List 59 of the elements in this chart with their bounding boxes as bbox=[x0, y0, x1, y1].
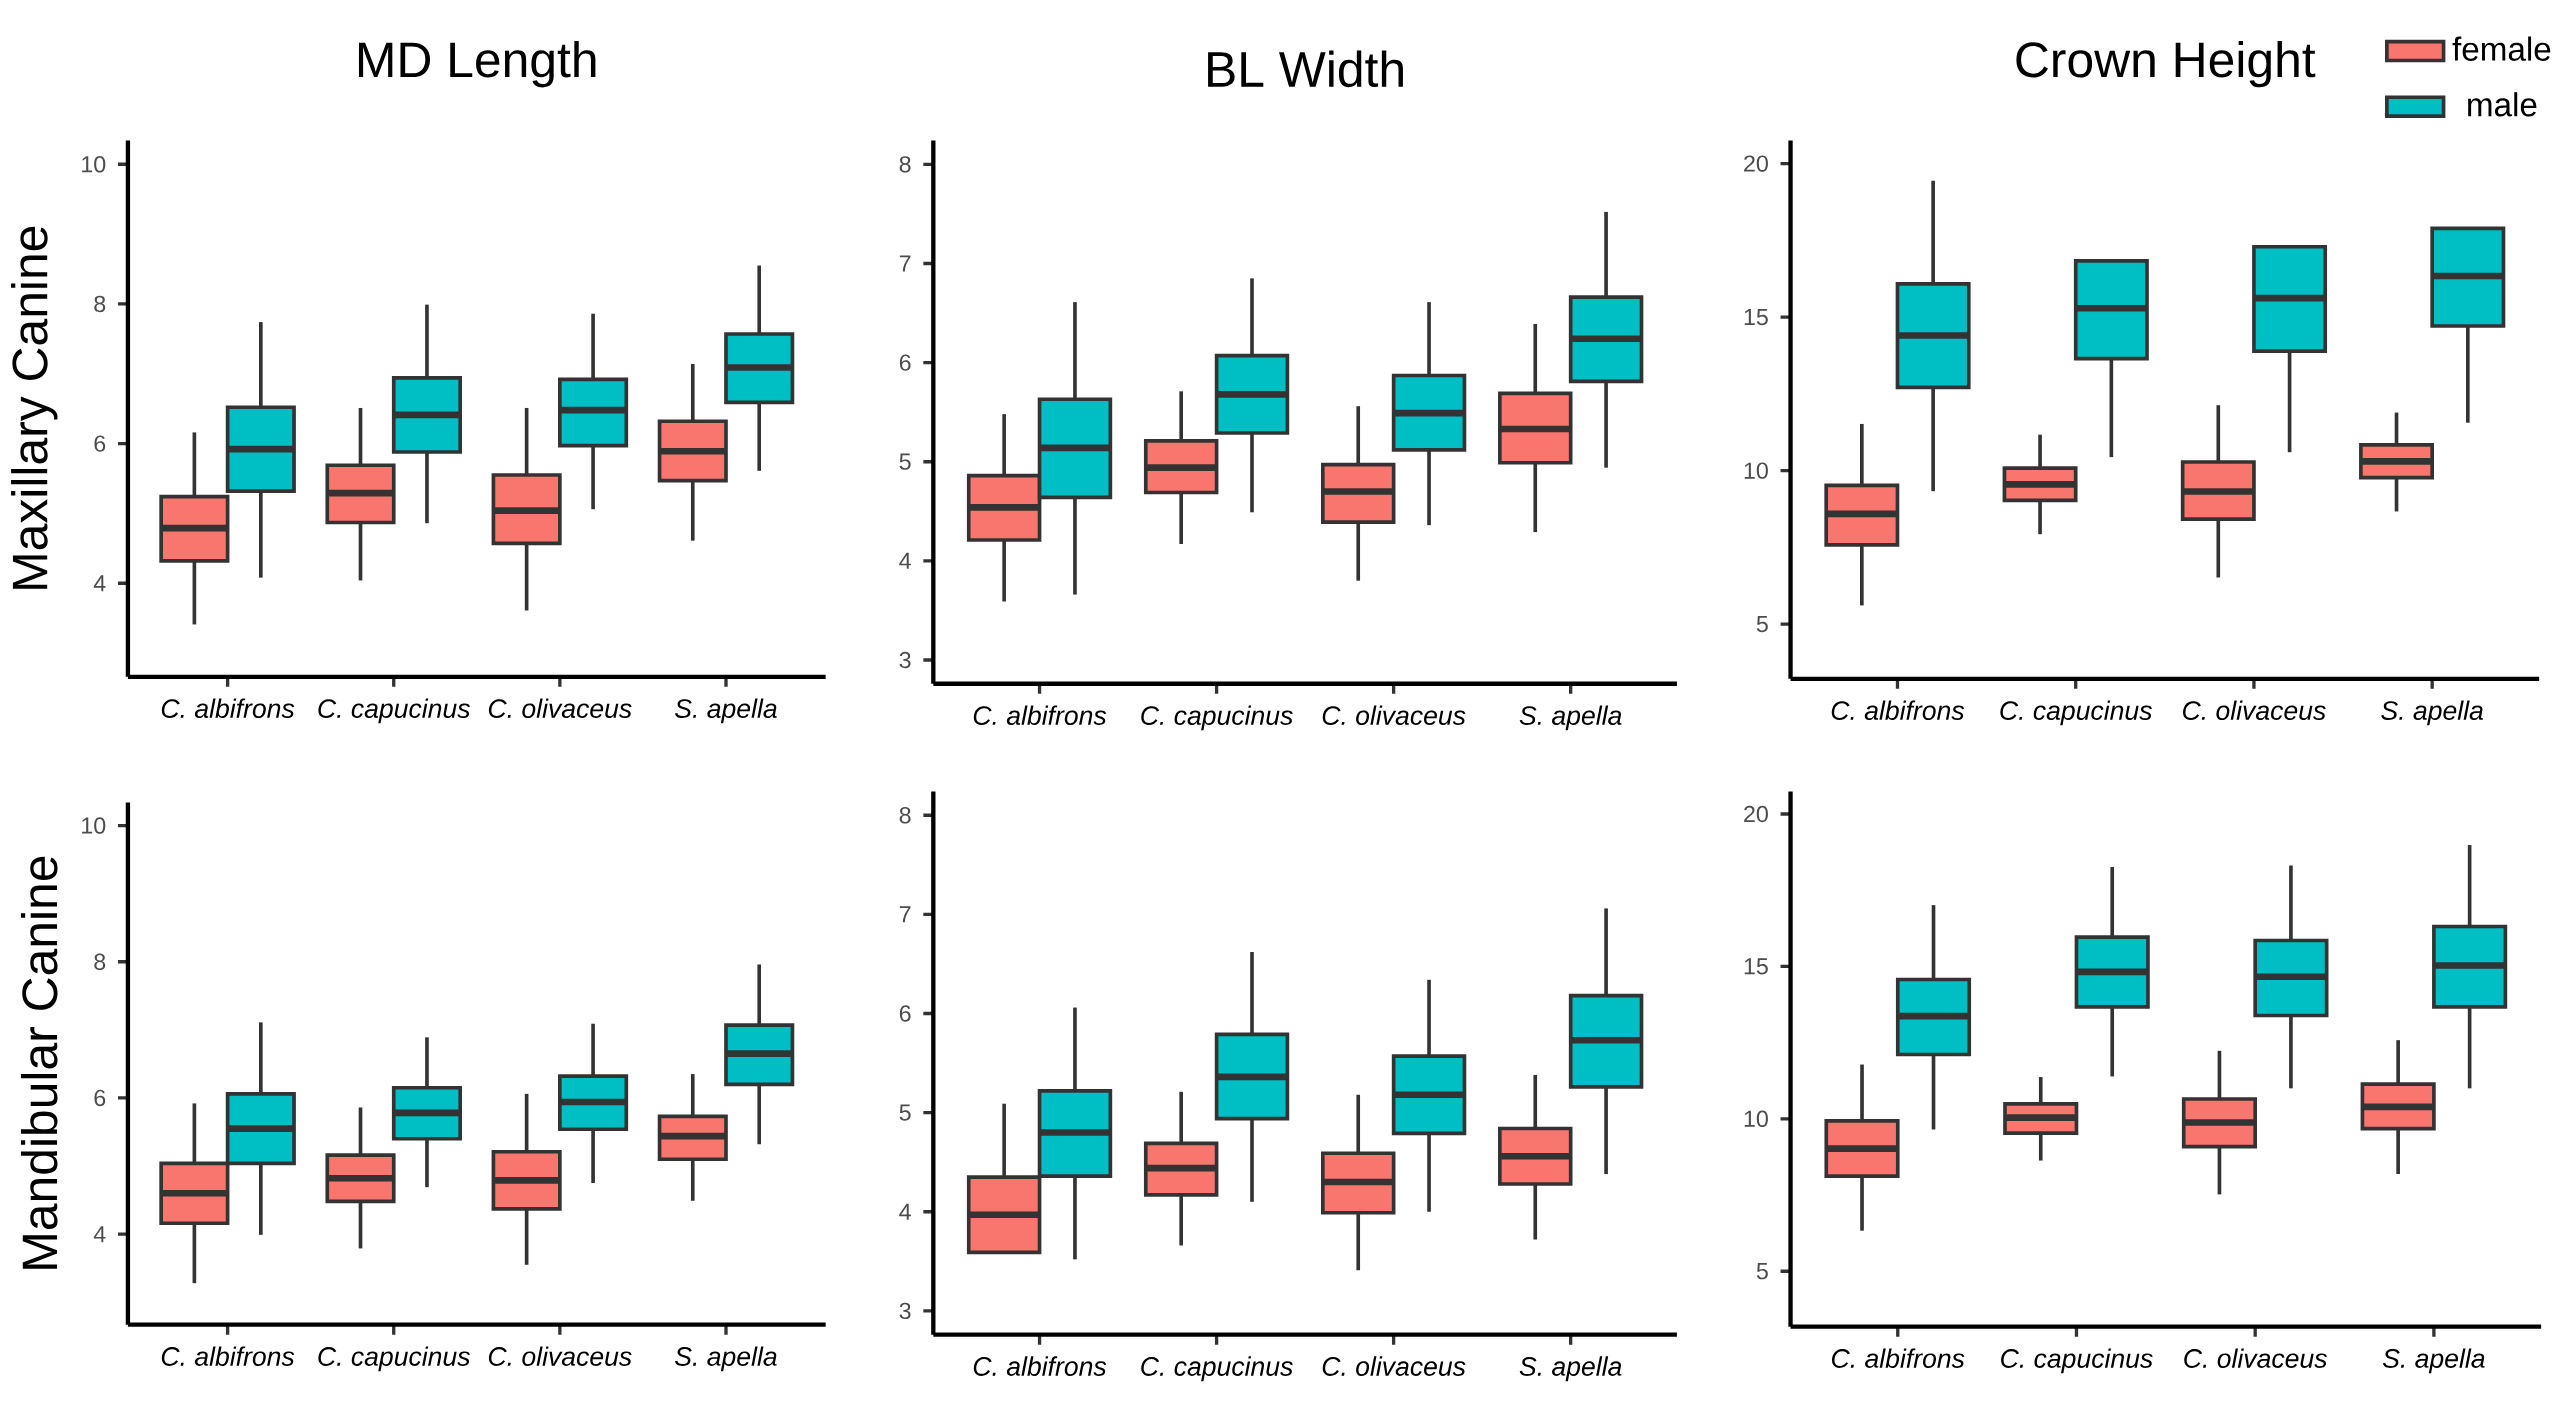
x-tick-label: S. apella bbox=[2381, 700, 2483, 726]
y-tick-label: 5 bbox=[899, 453, 911, 470]
y-tick-label: 6 bbox=[899, 1005, 911, 1022]
x-tick-label: C. albifrons bbox=[1831, 700, 1965, 720]
x-tick-label: S. apella bbox=[1519, 1356, 1622, 1381]
x-tick-label: C. olivaceus bbox=[2183, 700, 2326, 720]
x-tick-label: C. capucinus bbox=[1141, 705, 1293, 731]
x-tick-label: C. olivaceus bbox=[1322, 705, 1466, 725]
y-tick-label: 10 bbox=[82, 817, 106, 834]
x-tick-label: S. apella bbox=[1519, 705, 1622, 731]
chart-title: Crown Height bbox=[2016, 40, 2316, 88]
y-tick-label: 6 bbox=[94, 435, 106, 452]
x-tick-label: C. capucinus bbox=[2000, 700, 2152, 726]
chart-title: MD Length bbox=[358, 40, 596, 88]
y-tick-label: 10 bbox=[82, 155, 106, 173]
x-tick-label: C. albifrons bbox=[161, 698, 295, 718]
x-tick-label: C. capucinus bbox=[1141, 1356, 1293, 1381]
chart-title: BL Width bbox=[1208, 50, 1403, 87]
x-tick-label: C. olivaceus bbox=[1322, 1356, 1466, 1376]
y-tick-label: 8 bbox=[899, 155, 911, 173]
x-tick-label: C. albifrons bbox=[973, 705, 1107, 725]
y-axis-title: Maxillary Canine bbox=[11, 226, 58, 589]
y-tick-label: 6 bbox=[94, 1089, 106, 1106]
x-tick-label: C. capucinus bbox=[2001, 1348, 2153, 1373]
x-tick-label: C. albifrons bbox=[161, 1346, 295, 1366]
y-tick-label: 7 bbox=[899, 255, 911, 272]
x-tick-label: C. albifrons bbox=[973, 1356, 1107, 1376]
y-tick-label: 5 bbox=[1756, 615, 1768, 633]
x-tick-label: S. apella bbox=[675, 1346, 777, 1371]
y-tick-label: 15 bbox=[1744, 308, 1768, 325]
y-tick-label: 10 bbox=[1744, 1110, 1768, 1127]
x-tick-label: C. capucinus bbox=[318, 1346, 470, 1371]
x-tick-label: S. apella bbox=[675, 698, 777, 724]
y-tick-label: 4 bbox=[899, 552, 911, 569]
y-tick-label: 8 bbox=[94, 295, 106, 312]
y-tick-label: 8 bbox=[94, 953, 106, 970]
y-tick-label: 4 bbox=[93, 575, 106, 592]
legend-label: female bbox=[2452, 36, 2551, 61]
x-tick-label: C. olivaceus bbox=[2184, 1348, 2327, 1368]
y-tick-label: 4 bbox=[93, 1225, 106, 1242]
y-tick-label: 10 bbox=[1744, 462, 1768, 479]
y-tick-label: 7 bbox=[899, 906, 911, 923]
x-tick-label: S. apella bbox=[2382, 1348, 2485, 1373]
y-tick-label: 5 bbox=[899, 1104, 911, 1121]
x-tick-label: C. capucinus bbox=[318, 698, 470, 724]
x-tick-label: C. olivaceus bbox=[488, 698, 632, 718]
y-tick-label: 4 bbox=[899, 1203, 911, 1220]
legend-label: male bbox=[2468, 91, 2537, 117]
x-tick-label: C. albifrons bbox=[1832, 1348, 1965, 1368]
y-tick-label: 6 bbox=[899, 354, 911, 371]
y-tick-label: 8 bbox=[899, 806, 911, 824]
y-tick-label: 15 bbox=[1744, 958, 1768, 975]
x-tick-label: C. olivaceus bbox=[488, 1346, 632, 1366]
y-axis-title: Mandibular Canine bbox=[20, 856, 58, 1269]
y-tick-label: 5 bbox=[1756, 1262, 1768, 1280]
y-tick-label: 3 bbox=[899, 1302, 911, 1319]
y-tick-label: 20 bbox=[1744, 805, 1768, 822]
y-tick-label: 3 bbox=[899, 651, 911, 668]
y-tick-label: 20 bbox=[1744, 155, 1768, 172]
